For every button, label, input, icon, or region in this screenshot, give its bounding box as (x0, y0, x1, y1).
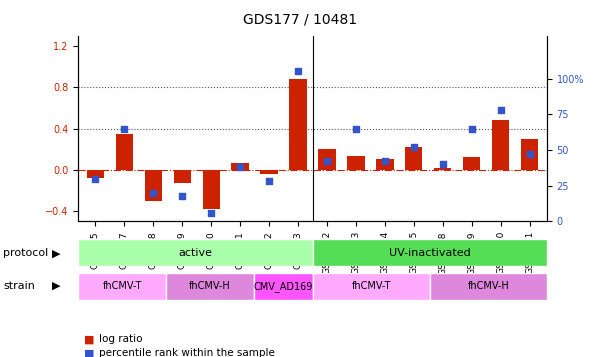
FancyBboxPatch shape (313, 239, 547, 266)
Bar (87, 170, 104, 178)
FancyBboxPatch shape (430, 273, 547, 300)
Point (177, 193, 187, 198)
Text: ■: ■ (84, 348, 94, 357)
Point (264, 178, 274, 184)
Text: protocol: protocol (3, 248, 48, 258)
Text: ▶: ▶ (52, 248, 60, 258)
Bar (347, 156, 365, 170)
Bar (376, 160, 394, 170)
Bar (116, 134, 133, 170)
Text: fhCMV-T: fhCMV-T (352, 281, 391, 292)
Text: strain: strain (3, 281, 35, 291)
Point (525, 151, 534, 157)
Bar (145, 170, 162, 201)
FancyBboxPatch shape (313, 273, 430, 300)
Bar (174, 170, 191, 183)
Point (380, 159, 389, 164)
Bar (405, 147, 423, 170)
Point (206, 210, 216, 216)
Text: ▶: ▶ (52, 281, 60, 291)
Text: CMV_AD169: CMV_AD169 (254, 281, 313, 292)
Bar (260, 170, 278, 174)
Point (236, 164, 245, 170)
Text: fhCMV-T: fhCMV-T (102, 281, 142, 292)
Point (120, 126, 129, 131)
Point (322, 159, 332, 164)
Point (409, 144, 419, 150)
Text: GDS177 / 10481: GDS177 / 10481 (243, 12, 358, 26)
Bar (492, 120, 509, 170)
Bar (319, 149, 336, 170)
FancyBboxPatch shape (78, 273, 166, 300)
Point (438, 161, 448, 167)
Bar (521, 139, 538, 170)
FancyBboxPatch shape (254, 273, 313, 300)
Point (293, 69, 303, 74)
Text: percentile rank within the sample: percentile rank within the sample (99, 348, 275, 357)
Bar (289, 79, 307, 170)
Text: UV-inactivated: UV-inactivated (389, 247, 471, 258)
Bar (231, 162, 249, 170)
Text: active: active (178, 247, 212, 258)
Bar (203, 170, 220, 209)
Point (467, 126, 477, 131)
Point (496, 107, 505, 113)
FancyBboxPatch shape (166, 273, 254, 300)
Point (148, 190, 158, 196)
Text: fhCMV-H: fhCMV-H (468, 281, 509, 292)
Point (91, 176, 100, 181)
Point (351, 126, 361, 131)
Bar (463, 157, 480, 170)
Text: ■: ■ (84, 334, 94, 344)
Bar (434, 168, 451, 170)
Text: log ratio: log ratio (99, 334, 142, 344)
FancyBboxPatch shape (78, 239, 313, 266)
Text: fhCMV-H: fhCMV-H (189, 281, 231, 292)
